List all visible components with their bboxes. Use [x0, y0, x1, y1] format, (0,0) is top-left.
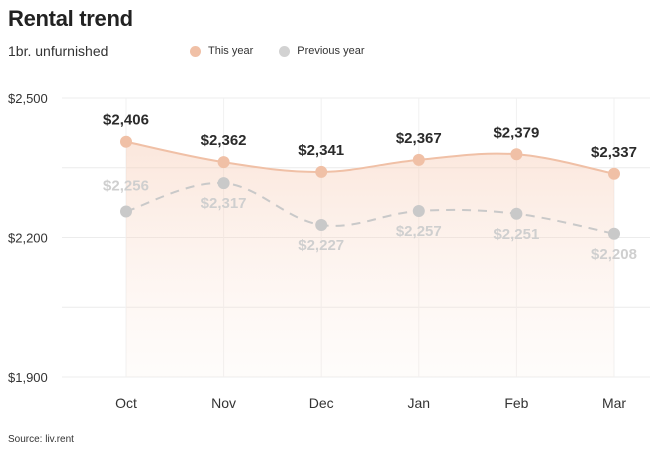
- x-tick-label: Nov: [211, 395, 236, 411]
- data-label-previous-year: $2,227: [298, 237, 344, 254]
- x-tick-label: Oct: [115, 395, 137, 411]
- data-label-this-year: $2,337: [591, 144, 637, 161]
- source-note: Source: liv.rent: [8, 434, 74, 445]
- chart-subtitle: 1br. unfurnished: [8, 43, 109, 59]
- data-label-previous-year: $2,256: [103, 177, 149, 194]
- data-point-this-year: [120, 135, 132, 148]
- data-point-previous-year: [412, 204, 425, 217]
- data-label-this-year: $2,367: [396, 130, 442, 147]
- data-label-this-year: $2,379: [493, 124, 539, 141]
- data-label-previous-year: $2,257: [396, 223, 442, 240]
- data-label-previous-year: $2,317: [201, 195, 247, 212]
- series-area-this-year: [126, 141, 614, 377]
- data-point-previous-year: [120, 205, 132, 218]
- x-tick-label: Feb: [504, 395, 528, 411]
- data-point-this-year: [217, 156, 230, 169]
- x-tick-label: Dec: [309, 395, 334, 411]
- data-point-previous-year: [315, 218, 328, 231]
- data-point-previous-year: [510, 207, 523, 220]
- legend-swatch-previous-year: [279, 45, 291, 57]
- data-label-previous-year: $2,251: [493, 226, 539, 243]
- legend-label-previous-year: Previous year: [297, 45, 365, 57]
- data-point-this-year: [608, 167, 620, 180]
- y-tick-label: $2,200: [8, 231, 48, 246]
- x-tick-label: Mar: [602, 395, 626, 411]
- y-tick-label: $2,500: [8, 91, 48, 106]
- legend-item-this-year: This year: [190, 45, 253, 57]
- y-tick-label: $1,900: [8, 370, 48, 385]
- series-line-this-year: [125, 140, 615, 175]
- series-line-previous-year: [125, 182, 615, 235]
- data-label-previous-year: $2,208: [591, 246, 637, 263]
- data-point-previous-year: [608, 227, 620, 240]
- x-tick-label: Jan: [408, 395, 431, 411]
- data-label-this-year: $2,406: [103, 112, 149, 129]
- legend-label-this-year: This year: [208, 45, 254, 57]
- chart-title: Rental trend: [8, 6, 133, 31]
- data-point-this-year: [315, 165, 328, 178]
- data-point-previous-year: [217, 177, 230, 190]
- data-label-this-year: $2,362: [201, 132, 247, 149]
- legend: This year Previous year: [190, 45, 391, 57]
- data-point-this-year: [510, 148, 523, 161]
- data-label-this-year: $2,341: [298, 142, 344, 159]
- data-point-this-year: [412, 153, 425, 166]
- legend-swatch-this-year: [190, 45, 201, 57]
- legend-item-previous-year: Previous year: [279, 45, 365, 57]
